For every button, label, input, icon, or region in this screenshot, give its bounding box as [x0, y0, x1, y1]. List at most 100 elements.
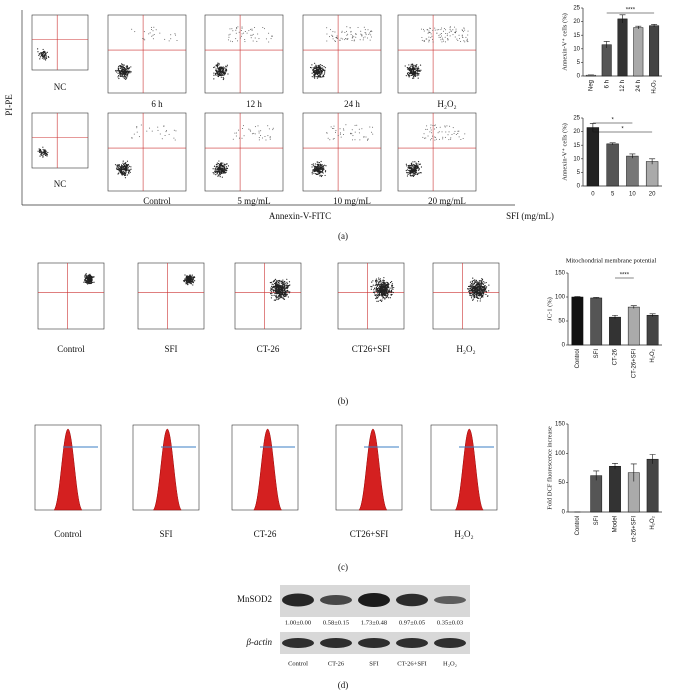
event-dot — [89, 274, 90, 275]
event-dot — [384, 293, 385, 294]
event-dot — [215, 168, 216, 169]
event-dot — [39, 58, 40, 59]
event-dot — [468, 31, 469, 32]
event-dot — [227, 73, 228, 74]
event-dot — [409, 173, 410, 174]
event-dot — [248, 129, 249, 130]
event-dot — [452, 34, 453, 35]
event-dot — [450, 26, 451, 27]
event-dot — [320, 77, 321, 78]
event-dot — [462, 29, 463, 30]
event-dot — [415, 66, 416, 67]
event-dot — [481, 288, 482, 289]
event-dot — [221, 165, 222, 166]
plot-label: 10 mg/mL — [333, 196, 371, 206]
event-dot — [240, 38, 241, 39]
event-dot — [326, 27, 327, 28]
event-dot — [184, 274, 185, 275]
event-dot — [391, 292, 392, 293]
event-dot — [415, 76, 416, 77]
event-dot — [125, 174, 126, 175]
event-dot — [436, 33, 437, 34]
event-dot — [464, 41, 465, 42]
x-tick-label: SFI — [594, 516, 600, 526]
event-dot — [242, 128, 243, 129]
event-dot — [434, 125, 435, 126]
event-dot — [412, 166, 413, 167]
event-dot — [392, 287, 393, 288]
y-tick-label: 15 — [573, 33, 580, 39]
event-dot — [390, 297, 391, 298]
event-dot — [259, 139, 260, 140]
event-dot — [320, 64, 321, 65]
event-dot — [474, 279, 475, 280]
event-dot — [134, 31, 135, 32]
event-dot — [146, 131, 147, 132]
event-dot — [431, 130, 432, 131]
event-dot — [216, 171, 217, 172]
event-dot — [488, 285, 489, 286]
event-dot — [371, 132, 372, 133]
event-dot — [217, 163, 218, 164]
event-dot — [226, 170, 227, 171]
event-dot — [128, 173, 129, 174]
event-dot — [121, 63, 122, 64]
event-dot — [428, 32, 429, 33]
event-dot — [214, 171, 215, 172]
event-dot — [288, 285, 289, 286]
event-dot — [216, 166, 217, 167]
event-dot — [165, 135, 166, 136]
event-dot — [220, 173, 221, 174]
event-dot — [271, 291, 272, 292]
event-dot — [124, 64, 125, 65]
blot-band — [434, 596, 466, 604]
event-dot — [428, 136, 429, 137]
event-dot — [39, 148, 40, 149]
event-dot — [475, 294, 476, 295]
event-dot — [418, 70, 419, 71]
significance-label: **** — [620, 273, 630, 279]
event-dot — [237, 26, 238, 27]
event-dot — [347, 38, 348, 39]
event-dot — [220, 171, 221, 172]
event-dot — [148, 33, 149, 34]
x-tick-label: CT-26+SFI — [631, 349, 637, 379]
significance-label: **** — [626, 8, 636, 14]
event-dot — [388, 297, 389, 298]
event-dot — [419, 169, 420, 170]
event-dot — [279, 283, 280, 284]
event-dot — [428, 30, 429, 31]
event-dot — [442, 137, 443, 138]
event-dot — [412, 69, 413, 70]
event-dot — [354, 39, 355, 40]
event-dot — [407, 73, 408, 74]
event-dot — [281, 281, 282, 282]
event-dot — [315, 169, 316, 170]
event-dot — [476, 284, 477, 285]
event-dot — [213, 72, 214, 73]
event-dot — [416, 163, 417, 164]
event-dot — [43, 149, 44, 150]
event-dot — [217, 176, 218, 177]
event-dot — [317, 69, 318, 70]
event-dot — [123, 169, 124, 170]
panel-label: (d) — [338, 680, 349, 690]
event-dot — [42, 153, 43, 154]
y-tick-label: 50 — [558, 480, 565, 486]
event-dot — [125, 71, 126, 72]
event-dot — [481, 297, 482, 298]
event-dot — [250, 131, 251, 132]
event-dot — [410, 71, 411, 72]
event-dot — [252, 30, 253, 31]
event-dot — [470, 282, 471, 283]
event-dot — [226, 70, 227, 71]
event-dot — [118, 66, 119, 67]
event-dot — [134, 134, 135, 135]
event-dot — [411, 171, 412, 172]
event-dot — [118, 68, 119, 69]
event-dot — [221, 71, 222, 72]
event-dot — [216, 164, 217, 165]
event-dot — [321, 161, 322, 162]
event-dot — [319, 74, 320, 75]
event-dot — [326, 40, 327, 41]
